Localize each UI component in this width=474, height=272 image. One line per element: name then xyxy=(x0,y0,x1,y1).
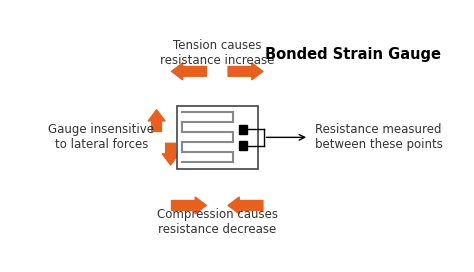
Bar xyxy=(177,106,258,169)
Text: Compression causes
resistance decrease: Compression causes resistance decrease xyxy=(157,208,278,236)
Text: Gauge insensitive
to lateral forces: Gauge insensitive to lateral forces xyxy=(48,123,155,151)
Text: Resistance measured
between these points: Resistance measured between these points xyxy=(315,123,442,151)
Text: Bonded Strain Gauge: Bonded Strain Gauge xyxy=(265,47,441,62)
Bar xyxy=(239,141,247,150)
Text: Tension causes
resistance increase: Tension causes resistance increase xyxy=(160,39,274,67)
Bar xyxy=(239,125,247,134)
